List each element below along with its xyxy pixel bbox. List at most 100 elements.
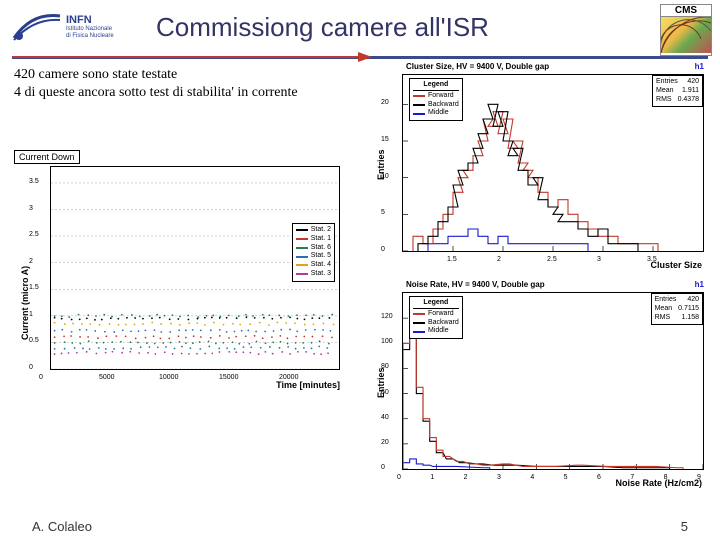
chart-current-plot: 00.511.522.533.505000100001500020000Stat… (50, 166, 340, 370)
stats-row: Mean0.7115 (655, 305, 699, 314)
infn-logo-sub2: di Fisica Nucleare (66, 33, 114, 40)
xtick-label: 3 (597, 256, 601, 263)
infn-logo-sub1: Istituto Nazionale (66, 26, 114, 33)
chart-cluster-size: Cluster Size, HV = 9400 V, Double gap h1… (368, 60, 708, 270)
chart-cluster-title: Cluster Size, HV = 9400 V, Double gap (406, 62, 549, 71)
legend-item: Backward (413, 319, 459, 328)
legend-label: Stat. 4 (311, 261, 331, 270)
legend-label: Stat. 1 (311, 235, 331, 244)
ytick-label: 100 (381, 338, 393, 345)
slide-title: Commissiong camere all'ISR (156, 12, 489, 43)
chart-cluster-xlabel: Cluster Size (650, 260, 702, 270)
stats-row: Mean1.911 (656, 87, 699, 96)
chart-noise-title: Noise Rate, HV = 9400 V, Double gap (406, 280, 545, 289)
ytick-label: 2 (29, 258, 33, 265)
ytick-label: 120 (381, 313, 393, 320)
ytick-label: 0 (381, 464, 385, 471)
ytick-label: 80 (381, 363, 389, 370)
legend-label: Stat. 3 (311, 270, 331, 279)
ytick-label: 0 (381, 246, 385, 253)
body-line2: 4 di queste ancora sotto test di stabili… (14, 84, 354, 102)
xtick-label: 0 (397, 474, 401, 481)
ytick-label: 5 (381, 209, 385, 216)
legend-label: Middle (428, 109, 449, 118)
legend-label: Stat. 2 (311, 226, 331, 235)
xtick-label: 8 (664, 474, 668, 481)
infn-logo: INFN Istituto Nazionale di Fisica Nuclea… (12, 8, 132, 46)
cms-logo: CMS (660, 4, 712, 56)
xtick-label: 15000 (219, 374, 238, 381)
ytick-label: 60 (381, 389, 389, 396)
legend-label: Stat. 5 (311, 252, 331, 261)
ytick-label: 10 (381, 173, 389, 180)
legend-item: Stat. 3 (296, 270, 331, 279)
ytick-label: 0 (29, 364, 33, 371)
ytick-label: 3 (29, 205, 33, 212)
cms-detector-icon (661, 17, 711, 53)
legend-label: Middle (428, 327, 449, 336)
infn-logo-main: INFN (66, 14, 114, 26)
legend-item: Stat. 5 (296, 252, 331, 261)
ytick-label: 2.5 (29, 231, 39, 238)
xtick-label: 4 (530, 474, 534, 481)
xtick-label: 5 (564, 474, 568, 481)
body-line1: 420 camere sono state testate (14, 66, 354, 84)
chart-current-down: Current Down Current (micro A) Time [min… (14, 150, 344, 390)
infn-swoosh-icon (12, 10, 62, 44)
legend-title: Legend (413, 299, 459, 309)
xtick-label: 2 (497, 256, 501, 263)
stats-box: Entries420Mean1.911RMS0.4378 (652, 75, 703, 107)
xtick-label: 9 (697, 474, 701, 481)
header: INFN Istituto Nazionale di Fisica Nuclea… (0, 0, 720, 54)
footer-author: A. Colaleo (32, 519, 92, 534)
xtick-label: 2 (464, 474, 468, 481)
xtick-label: 3 (497, 474, 501, 481)
chart-noise-plot: 0204060801001200123456789LegendForwardBa… (402, 292, 704, 470)
footer-page: 5 (681, 519, 688, 534)
chart-current-title: Current Down (14, 150, 80, 164)
body: 420 camere sono state testate 4 di quest… (0, 60, 720, 510)
chart-noise-rate: Noise Rate, HV = 9400 V, Double gap h1 E… (368, 278, 708, 488)
legend-label: Backward (428, 101, 459, 110)
legend-label: Stat. 6 (311, 244, 331, 253)
xtick-label: 7 (630, 474, 634, 481)
ytick-label: 0.5 (29, 337, 39, 344)
stats-row: Entries420 (655, 296, 699, 305)
xtick-label: 3.5 (647, 256, 657, 263)
xtick-label: 20000 (279, 374, 298, 381)
chart-current-ylabel: Current (micro A) (20, 266, 30, 340)
xtick-label: 1 (430, 474, 434, 481)
ytick-label: 3.5 (29, 178, 39, 185)
infn-logo-text: INFN Istituto Nazionale di Fisica Nuclea… (66, 14, 114, 39)
body-text: 420 camere sono state testate 4 di quest… (14, 66, 354, 102)
xtick-label: 2.5 (547, 256, 557, 263)
legend-item: Forward (413, 310, 459, 319)
chart-current-legend: Stat. 2Stat. 1Stat. 6Stat. 5Stat. 4Stat.… (292, 223, 335, 282)
legend: LegendForwardBackwardMiddle (409, 78, 463, 121)
ytick-label: 20 (381, 439, 389, 446)
chart-noise-xlabel: Noise Rate (Hz/cm2) (615, 478, 702, 488)
legend-item: Backward (413, 101, 459, 110)
ytick-label: 20 (381, 99, 389, 106)
stats-row: Entries420 (656, 78, 699, 87)
legend-item: Middle (413, 327, 459, 336)
legend-label: Forward (428, 92, 454, 101)
xtick-label: 5000 (99, 374, 115, 381)
legend-label: Forward (428, 310, 454, 319)
legend-title: Legend (413, 81, 459, 91)
xtick-label: 1.5 (447, 256, 457, 263)
chart-current-xlabel: Time [minutes] (276, 380, 340, 390)
stats-row: RMS1.158 (655, 314, 699, 323)
legend-item: Stat. 6 (296, 244, 331, 253)
chart-cluster-plot: 051015201.522.533.5LegendForwardBackward… (402, 74, 704, 252)
legend-label: Backward (428, 319, 459, 328)
xtick-label: 10000 (159, 374, 178, 381)
ytick-label: 40 (381, 414, 389, 421)
cms-label: CMS (661, 5, 711, 17)
legend: LegendForwardBackwardMiddle (409, 296, 463, 339)
xtick-label: 0 (39, 374, 43, 381)
legend-item: Stat. 2 (296, 226, 331, 235)
legend-item: Stat. 4 (296, 261, 331, 270)
footer: A. Colaleo 5 (0, 519, 720, 534)
stats-row: RMS0.4378 (656, 96, 699, 105)
